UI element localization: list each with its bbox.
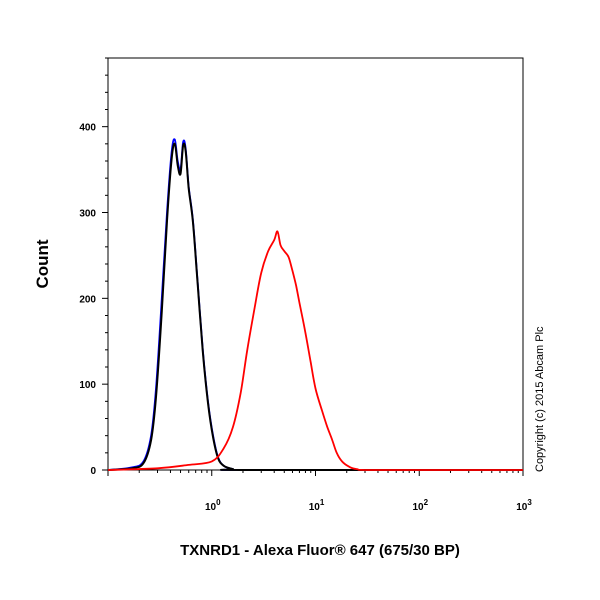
x-tick-label: 100 xyxy=(205,498,221,513)
x-tick-label: 101 xyxy=(309,498,325,513)
x-tick-base: 10 xyxy=(205,502,217,513)
series-line-2 xyxy=(107,230,523,471)
x-tick-label: 102 xyxy=(412,498,428,513)
x-tick-exponent: 3 xyxy=(527,498,532,507)
y-tick-label: 300 xyxy=(79,209,96,220)
series-lines xyxy=(107,138,523,472)
plot-frame xyxy=(107,57,524,471)
x-tick-exponent: 1 xyxy=(320,498,325,507)
x-axis-ticks: 100 101 102 103 xyxy=(107,470,532,513)
x-tick-base: 10 xyxy=(412,502,424,513)
y-axis-title: Count xyxy=(33,239,52,288)
x-tick-exponent: 2 xyxy=(424,498,429,507)
y-tick-label: 0 xyxy=(90,466,96,477)
y-tick-label: 400 xyxy=(79,123,96,134)
y-tick-label: 100 xyxy=(79,380,96,391)
x-tick-label: 103 xyxy=(516,498,532,513)
series-line-1 xyxy=(107,142,523,472)
y-axis-ticks: 0 100 200 300 400 xyxy=(79,57,108,477)
copyright-annotation: Copyright (c) 2015 Abcam Plc xyxy=(534,326,546,472)
x-tick-base: 10 xyxy=(309,502,321,513)
y-tick-label: 200 xyxy=(79,294,96,305)
x-tick-base: 10 xyxy=(516,502,528,513)
x-axis-title: TXNRD1 - Alexa Fluor® 647 (675/30 BP) xyxy=(180,542,460,559)
x-tick-exponent: 0 xyxy=(216,498,221,507)
